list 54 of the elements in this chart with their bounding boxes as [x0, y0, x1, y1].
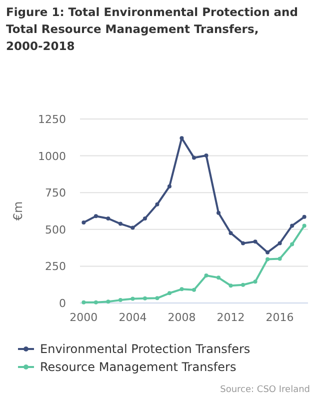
- point: [94, 214, 98, 218]
- point: [241, 282, 246, 287]
- point: [118, 298, 122, 302]
- x-tick-label: 2004: [118, 311, 147, 324]
- point: [266, 250, 270, 254]
- source-note: Source: CSO Ireland: [220, 385, 310, 395]
- x-tick-label: 2016: [266, 311, 294, 324]
- point: [290, 242, 294, 246]
- point: [278, 241, 282, 246]
- y-tick-label: 1000: [38, 150, 66, 163]
- point: [142, 296, 147, 300]
- point: [142, 216, 147, 221]
- point: [118, 222, 122, 226]
- y-tick-label: 0: [59, 297, 66, 310]
- point: [204, 273, 208, 278]
- point: [302, 214, 306, 219]
- point: [167, 184, 172, 188]
- point: [155, 202, 160, 206]
- point: [94, 300, 98, 304]
- point: [266, 257, 270, 262]
- point: [302, 224, 306, 228]
- point: [192, 156, 196, 160]
- point: [216, 210, 221, 215]
- y-tick-label: 500: [45, 223, 66, 236]
- y-tick-label: 750: [45, 186, 66, 200]
- point: [253, 240, 258, 244]
- point: [204, 154, 208, 158]
- y-tick-label: 250: [45, 260, 66, 274]
- point: [290, 224, 294, 228]
- x-tick-label: 2000: [70, 311, 98, 324]
- point: [155, 296, 160, 300]
- point: [82, 300, 86, 304]
- x-tick-label: 2012: [216, 311, 245, 324]
- legend-label: Resource Management Transfers: [40, 360, 236, 374]
- point: [228, 284, 233, 288]
- point: [130, 296, 135, 301]
- point: [253, 280, 258, 284]
- point: [180, 136, 184, 140]
- point: [278, 256, 282, 261]
- point: [106, 300, 110, 304]
- point: [180, 287, 184, 292]
- point: [82, 220, 86, 224]
- y-tick-label: 1250: [38, 113, 66, 126]
- point: [241, 241, 246, 246]
- y-axis-title: €m: [11, 201, 25, 221]
- chart-title: Figure 1: Total Environmental Protection and Total Resource Management Transfers, 2000-2018: [6, 5, 298, 53]
- point: [228, 231, 233, 236]
- point: [130, 226, 135, 230]
- x-tick-label: 2008: [168, 311, 196, 324]
- point: [216, 276, 221, 280]
- point: [192, 288, 196, 292]
- point: [167, 291, 172, 296]
- legend-label: Environmental Protection Transfers: [40, 342, 250, 356]
- point: [106, 216, 110, 221]
